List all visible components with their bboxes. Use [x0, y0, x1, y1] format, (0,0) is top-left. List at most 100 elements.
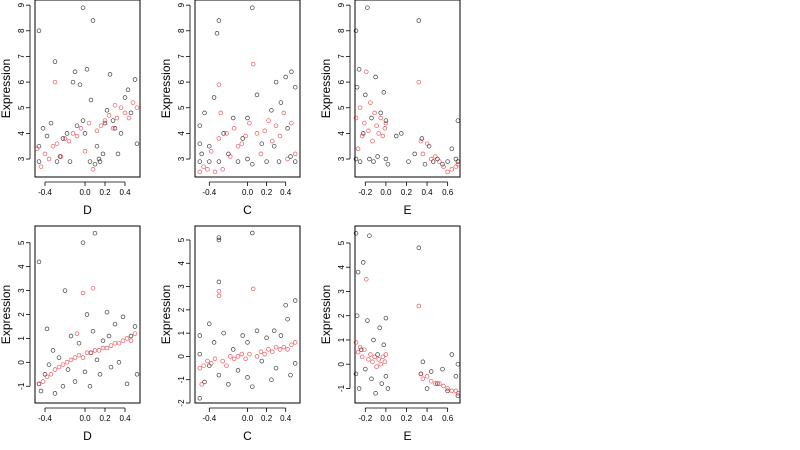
y-axis-title: Expression — [0, 285, 13, 344]
point-observed — [62, 288, 68, 293]
point-fitted — [382, 359, 388, 365]
point-observed — [353, 231, 359, 236]
x-tick-label: 0.6 — [442, 414, 454, 423]
point-observed — [373, 74, 378, 80]
point-fitted — [277, 347, 283, 352]
point-fitted — [368, 352, 373, 357]
point-observed — [435, 156, 440, 162]
point-fitted — [80, 290, 86, 296]
point-observed — [202, 379, 207, 385]
y-tick-label: -2 — [177, 399, 186, 407]
point-fitted — [247, 351, 252, 357]
point-observed — [245, 115, 250, 121]
point-observed — [104, 309, 110, 315]
point-fitted — [44, 374, 50, 379]
point-observed — [96, 156, 102, 162]
point-fitted — [197, 169, 203, 175]
point-fitted — [220, 167, 225, 172]
point-fitted — [231, 356, 237, 362]
point-fitted — [72, 355, 78, 360]
point-observed — [254, 92, 260, 98]
point-observed — [128, 110, 134, 116]
point-fitted — [90, 285, 96, 291]
point-fitted — [76, 352, 82, 358]
x-tick-label: 0.0 — [79, 414, 91, 423]
y-tick-label: -1 — [17, 382, 26, 390]
point-fitted — [254, 354, 260, 359]
x-tick-label: 0.4 — [280, 188, 292, 197]
y-tick-label: 5 — [177, 105, 186, 110]
point-observed — [365, 318, 370, 323]
y-tick-label: 5 — [337, 240, 346, 245]
point-fitted — [96, 348, 102, 353]
point-fitted — [359, 354, 365, 360]
point-observed — [353, 371, 359, 377]
point-fitted — [52, 367, 58, 372]
point-fitted — [382, 126, 388, 131]
point-observed — [416, 245, 422, 251]
point-observed — [56, 355, 62, 360]
point-fitted — [208, 361, 214, 366]
point-fitted — [82, 149, 88, 154]
point-fitted — [262, 128, 267, 134]
y-tick-label: 7 — [17, 54, 26, 59]
point-observed — [110, 118, 116, 123]
y-tick-label: 3 — [177, 156, 186, 161]
x-tick-label: 0.0 — [380, 414, 392, 423]
point-observed — [54, 159, 60, 164]
point-fitted — [376, 131, 381, 136]
point-observed — [455, 159, 461, 164]
point-observed — [385, 161, 391, 167]
point-observed — [235, 368, 241, 373]
point-observed — [292, 298, 298, 303]
point-fitted — [433, 154, 438, 159]
point-observed — [356, 67, 362, 72]
y-tick-label: 5 — [177, 237, 186, 242]
point-fitted — [228, 154, 233, 159]
point-fitted — [250, 61, 256, 67]
point-fitted — [235, 143, 241, 149]
point-observed — [108, 364, 114, 370]
y-tick-label: 6 — [177, 79, 186, 84]
point-observed — [100, 338, 106, 344]
point-observed — [240, 333, 245, 338]
y-tick-label: 8 — [177, 28, 186, 33]
y-axis-title: Expression — [319, 285, 333, 344]
point-observed — [97, 159, 103, 164]
point-fitted — [48, 372, 54, 377]
y-tick-label: 6 — [17, 79, 26, 84]
point-observed — [72, 69, 78, 75]
point-fitted — [455, 161, 461, 167]
point-observed — [197, 141, 203, 146]
point-observed — [424, 386, 430, 391]
point-fitted — [104, 345, 110, 351]
point-fitted — [292, 340, 298, 345]
point-fitted — [364, 277, 369, 282]
point-fitted — [418, 371, 424, 377]
point-observed — [378, 110, 383, 116]
point-fitted — [46, 156, 52, 162]
point-observed — [420, 359, 426, 365]
point-fitted — [357, 105, 363, 110]
plot-frame — [194, 0, 301, 178]
point-fitted — [134, 105, 140, 110]
point-observed — [426, 143, 432, 149]
x-tick-label: -0.4 — [202, 414, 216, 423]
point-observed — [440, 366, 445, 372]
point-observed — [197, 396, 203, 401]
plot-frame — [354, 225, 461, 404]
point-fitted — [66, 138, 72, 144]
point-fitted — [289, 342, 294, 348]
point-observed — [240, 136, 245, 141]
point-observed — [369, 115, 374, 121]
point-observed — [373, 391, 378, 396]
point-fitted — [416, 79, 422, 85]
point-observed — [250, 384, 255, 389]
point-observed — [74, 123, 80, 128]
point-fitted — [235, 354, 241, 359]
point-observed — [445, 388, 450, 394]
point-fitted — [247, 120, 252, 126]
point-observed — [385, 386, 391, 391]
point-observed — [77, 82, 83, 87]
point-observed — [269, 377, 274, 382]
